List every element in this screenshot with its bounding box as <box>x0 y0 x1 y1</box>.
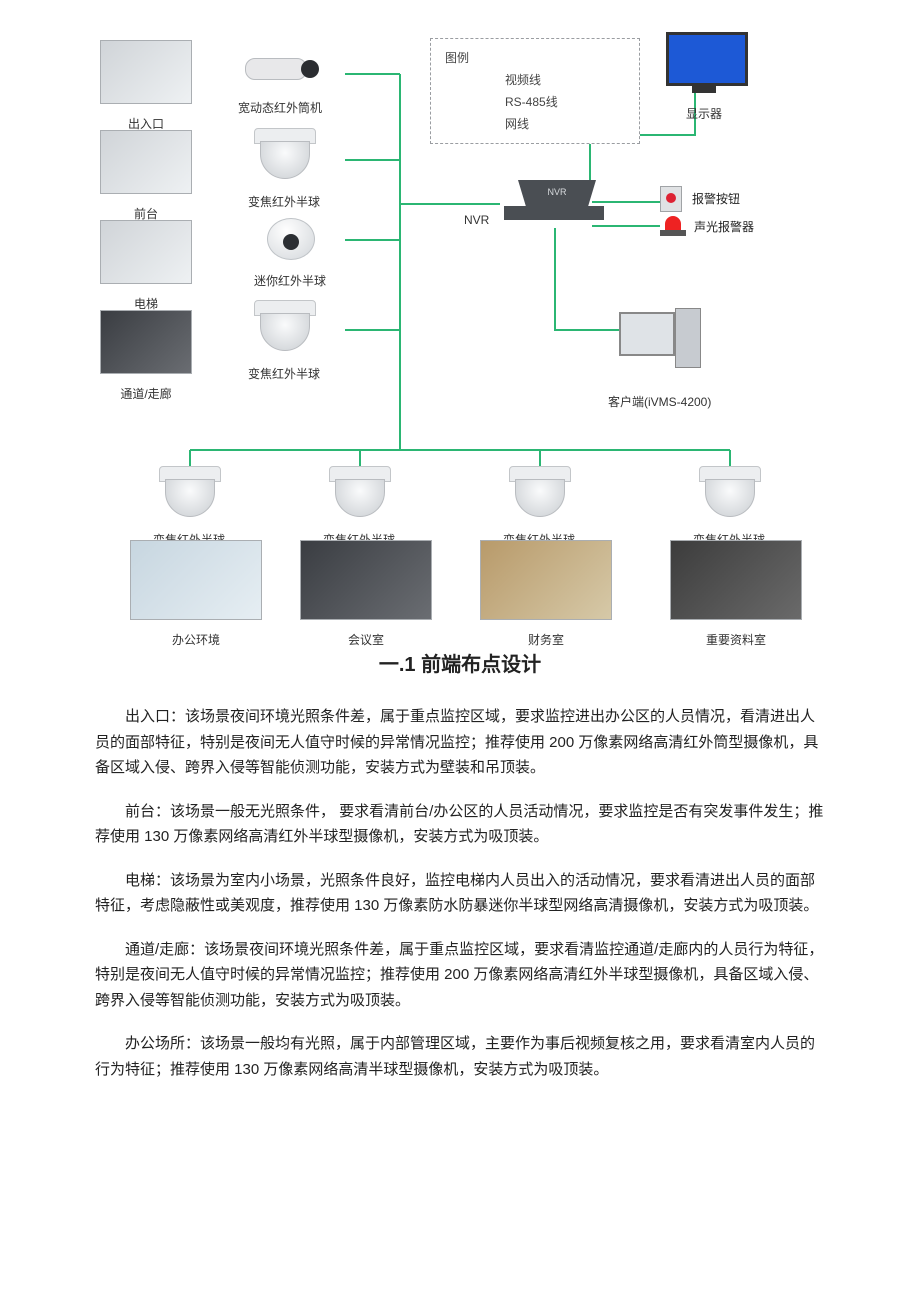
bottom-cam-1: 变焦红外半球 <box>150 466 228 551</box>
camera-mini-dome-icon <box>261 216 319 261</box>
monitor-node: 显示器 <box>660 30 748 125</box>
legend-video: 视频线 <box>505 69 541 91</box>
alarm-button-node: 报警按钮 <box>660 186 740 212</box>
nvr-node: NVR <box>498 180 598 228</box>
paragraph-office: 办公场所：该场景一般均有光照，属于内部管理区域，主要作为事后视频复核之用，要求看… <box>95 1031 825 1082</box>
alarm-button-label: 报警按钮 <box>692 189 740 209</box>
cam-bullet-node: 宽动态红外筒机 <box>235 48 325 119</box>
cam-mini-node: 迷你红外半球 <box>254 216 326 292</box>
paragraph-corridor: 通道/走廊：该场景夜间环境光照条件差，属于重点监控区域，要求看清监控通道/走廊内… <box>95 937 825 1014</box>
legend: 图例 视频线 RS-485线 网线 <box>430 38 640 144</box>
legend-net: 网线 <box>505 113 529 135</box>
cam-dome-node-1: 变焦红外半球 <box>245 128 323 213</box>
siren-node: 声光报警器 <box>660 216 754 238</box>
camera-bullet-icon <box>235 48 325 88</box>
bottom-cam-4: 变焦红外半球 <box>690 466 768 551</box>
monitor-icon <box>660 30 748 94</box>
legend-rs485: RS-485线 <box>505 91 558 113</box>
camera-dome-icon <box>150 466 228 520</box>
monitor-label: 显示器 <box>660 104 748 124</box>
alarm-button-icon <box>660 186 682 212</box>
paragraph-reception: 前台：该场景一般无光照条件， 要求看清前台/办公区的人员活动情况，要求监控是否有… <box>95 799 825 850</box>
section-title: 一.1 前端布点设计 <box>95 648 825 682</box>
scene-archive: 重要资料室 <box>670 540 802 651</box>
camera-dome-icon <box>245 300 323 354</box>
scene-meeting: 会议室 <box>300 540 432 651</box>
scene-reception: 前台 <box>100 130 192 225</box>
scene-office: 办公环境 <box>130 540 262 651</box>
nvr-label: NVR <box>464 210 489 230</box>
nvr-icon <box>498 180 598 222</box>
scene-entrance: 出入口 <box>100 40 192 135</box>
scene-corridor: 通道/走廊 <box>100 310 192 405</box>
camera-dome-icon <box>320 466 398 520</box>
client-pc-node: 客户端(iVMS-4200) <box>608 308 711 413</box>
camera-dome-icon <box>245 128 323 182</box>
paragraph-elevator: 电梯：该场景为室内小场景，光照条件良好，监控电梯内人员出入的活动情况，要求看清进… <box>95 868 825 919</box>
camera-dome-icon <box>500 466 578 520</box>
camera-dome-icon <box>690 466 768 520</box>
network-topology-diagram: 图例 视频线 RS-485线 网线 显示器 NVR 报警按钮 声光报警器 客户端… <box>100 30 820 630</box>
bottom-cam-2: 变焦红外半球 <box>320 466 398 551</box>
paragraph-entrance: 出入口：该场景夜间环境光照条件差，属于重点监控区域，要求监控进出办公区的人员情况… <box>95 704 825 781</box>
pc-icon <box>615 308 705 382</box>
legend-title: 图例 <box>445 47 469 69</box>
scene-elevator: 电梯 <box>100 220 192 315</box>
siren-icon <box>660 216 686 238</box>
siren-label: 声光报警器 <box>694 217 754 237</box>
bottom-cam-3: 变焦红外半球 <box>500 466 578 551</box>
client-label: 客户端(iVMS-4200) <box>608 392 711 412</box>
cam-dome-node-2: 变焦红外半球 <box>245 300 323 385</box>
scene-finance: 财务室 <box>480 540 612 651</box>
